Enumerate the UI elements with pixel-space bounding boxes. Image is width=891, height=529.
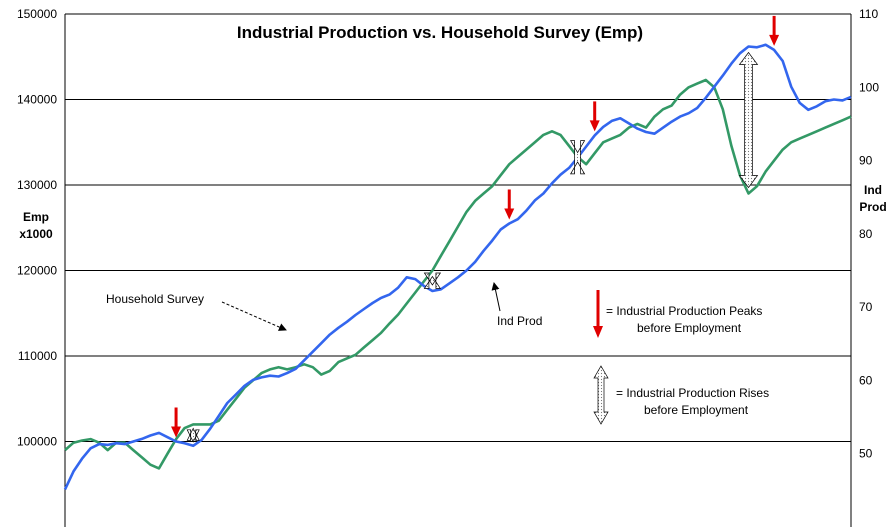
- legend-rise-arrow: [593, 365, 609, 425]
- legend-rises-line2: before Employment: [644, 403, 749, 417]
- peak-arrow: [769, 15, 780, 46]
- left-axis-title-line1: Emp: [23, 210, 49, 224]
- right-tick-label: 100: [859, 80, 879, 94]
- household-survey-line: [63, 43, 852, 490]
- right-tick-label: 60: [859, 373, 873, 387]
- rise-arrow: [738, 51, 759, 189]
- legend-peaks-line1: = Industrial Production Peaks: [606, 304, 762, 318]
- peak-arrow: [589, 101, 600, 132]
- household-pointer-arrow: [221, 301, 287, 331]
- peak-arrow: [504, 189, 515, 220]
- left-axis-title-line2: x1000: [19, 227, 53, 241]
- legend-peak-arrow: [593, 290, 603, 338]
- chart-title: Industrial Production vs. Household Surv…: [237, 23, 643, 42]
- rise-arrow: [423, 272, 442, 289]
- right-tick-label: 70: [859, 300, 873, 314]
- left-tick-label: 140000: [17, 93, 57, 107]
- right-tick-label: 90: [859, 154, 873, 168]
- peak-arrow: [171, 407, 182, 438]
- right-axis-title-line2: Prod: [859, 200, 886, 214]
- rise-arrow: [569, 140, 586, 175]
- left-tick-label: 150000: [17, 7, 57, 21]
- left-tick-label: 110000: [18, 349, 57, 363]
- left-tick-label: 100000: [17, 435, 57, 449]
- rise-arrow: [186, 427, 200, 443]
- right-tick-label: 80: [859, 227, 873, 241]
- legend-peaks-line2: before Employment: [637, 321, 742, 335]
- ind-prod-line: [64, 78, 852, 470]
- ind-prod-pointer-arrow: [491, 282, 501, 312]
- left-tick-label: 120000: [17, 264, 57, 278]
- legend-rises-line1: = Industrial Production Rises: [616, 386, 769, 400]
- household-survey-label: Household Survey: [106, 292, 204, 306]
- ind-prod-label: Ind Prod: [497, 314, 542, 328]
- right-axis-title-line1: Ind: [864, 183, 882, 197]
- right-tick-label: 50: [859, 447, 873, 461]
- left-tick-label: 130000: [17, 178, 57, 192]
- right-tick-label: 110: [859, 7, 878, 21]
